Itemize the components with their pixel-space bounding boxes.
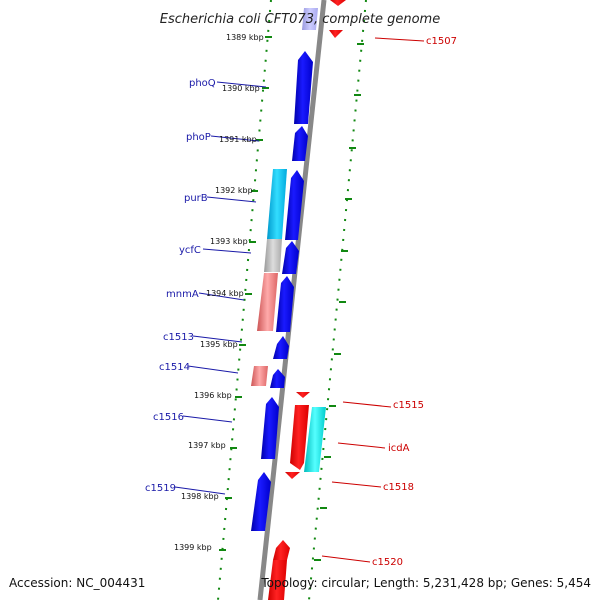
- kbp-label-1395: 1395 kbp: [200, 340, 238, 349]
- gene-arrow-c1516: [261, 397, 279, 459]
- gene-arrow-c1515: [296, 392, 310, 398]
- gene-arrow-top-lavender: [302, 8, 318, 30]
- kbp-label-1396: 1396 kbp: [194, 391, 232, 400]
- outer-left-dotted-track: [217, 0, 272, 600]
- gene-label-phoP: phoP: [186, 132, 211, 143]
- gene-label-c1507: c1507: [426, 36, 457, 47]
- kbp-label-1389: 1389 kbp: [226, 33, 264, 42]
- left-leader-lines: [174, 81, 267, 495]
- gene-arrow-icdA: [290, 405, 309, 470]
- block-pink-mnmA: [257, 273, 278, 331]
- gene-label-c1515: c1515: [393, 400, 424, 411]
- gene-label-purB: purB: [184, 193, 208, 204]
- gene-arrow-ycfC: [282, 241, 299, 274]
- gene-arrow-mnmA: [276, 276, 294, 332]
- gene-arrow-c1513: [273, 336, 289, 359]
- kbp-label-1398: 1398 kbp: [181, 492, 219, 501]
- inner-track-blocks: [251, 169, 287, 386]
- gene-arrow-phoP: [292, 126, 308, 161]
- gene-label-mnmA: mnmA: [166, 289, 199, 300]
- left-gene-labels: phoQ phoP purB ycfC mnmA c1513 c1514 c15…: [145, 78, 216, 494]
- accession-text: Accession: NC_004431: [9, 576, 145, 590]
- kbp-label-1397: 1397 kbp: [188, 441, 226, 450]
- kbp-label-1399: 1399 kbp: [174, 543, 212, 552]
- right-tick-marks: [314, 43, 364, 561]
- gene-arrow-phoQ: [294, 51, 313, 124]
- gene-arrow-c1514: [270, 369, 285, 388]
- map-title: Escherichia coli CFT073, complete genome: [160, 12, 440, 27]
- gene-arrow-c1518: [285, 472, 300, 479]
- gene-label-c1516: c1516: [153, 412, 184, 423]
- gene-arrow-purB: [285, 170, 304, 240]
- right-gene-labels: c1507 c1515 icdA c1518 c1520: [372, 36, 457, 568]
- gene-label-c1518: c1518: [383, 482, 414, 493]
- gene-arrow-c1507-top: [330, 0, 346, 6]
- topology-text: Topology: circular; Length: 5,231,428 bp…: [260, 576, 591, 590]
- gene-label-phoQ: phoQ: [189, 78, 216, 89]
- gene-label-c1519: c1519: [145, 483, 176, 494]
- block-cyan-icdA: [304, 407, 326, 472]
- block-pink-c1514: [251, 366, 268, 386]
- left-tick-marks: [219, 36, 272, 551]
- gene-label-c1520: c1520: [372, 557, 403, 568]
- gene-arrow-c1520-b: [268, 560, 287, 600]
- gene-label-icdA: icdA: [388, 443, 410, 454]
- kbp-label-1391: 1391 kbp: [219, 135, 257, 144]
- gene-arrow-c1520: [273, 540, 290, 560]
- block-gray-ycfC: [264, 239, 282, 272]
- gene-label-ycfC: ycfC: [179, 245, 201, 256]
- kbp-label-1390: 1390 kbp: [222, 84, 260, 93]
- reverse-strand-genes: [268, 0, 346, 600]
- kbp-label-1394: 1394 kbp: [206, 289, 244, 298]
- gene-label-c1514: c1514: [159, 362, 190, 373]
- block-cyan-purB: [267, 169, 287, 239]
- right-leader-lines: [321, 37, 425, 563]
- kbp-label-1393: 1393 kbp: [210, 237, 248, 246]
- kbp-labels: 1389 kbp 1390 kbp 1391 kbp 1392 kbp 1393…: [174, 33, 264, 552]
- kbp-label-1392: 1392 kbp: [215, 186, 253, 195]
- gene-arrow-c1507: [329, 30, 343, 38]
- gene-arrow-c1519: [251, 472, 271, 531]
- outer-right-dotted-track: [308, 0, 367, 600]
- gene-label-c1513: c1513: [163, 332, 194, 343]
- forward-strand-genes: [251, 8, 318, 531]
